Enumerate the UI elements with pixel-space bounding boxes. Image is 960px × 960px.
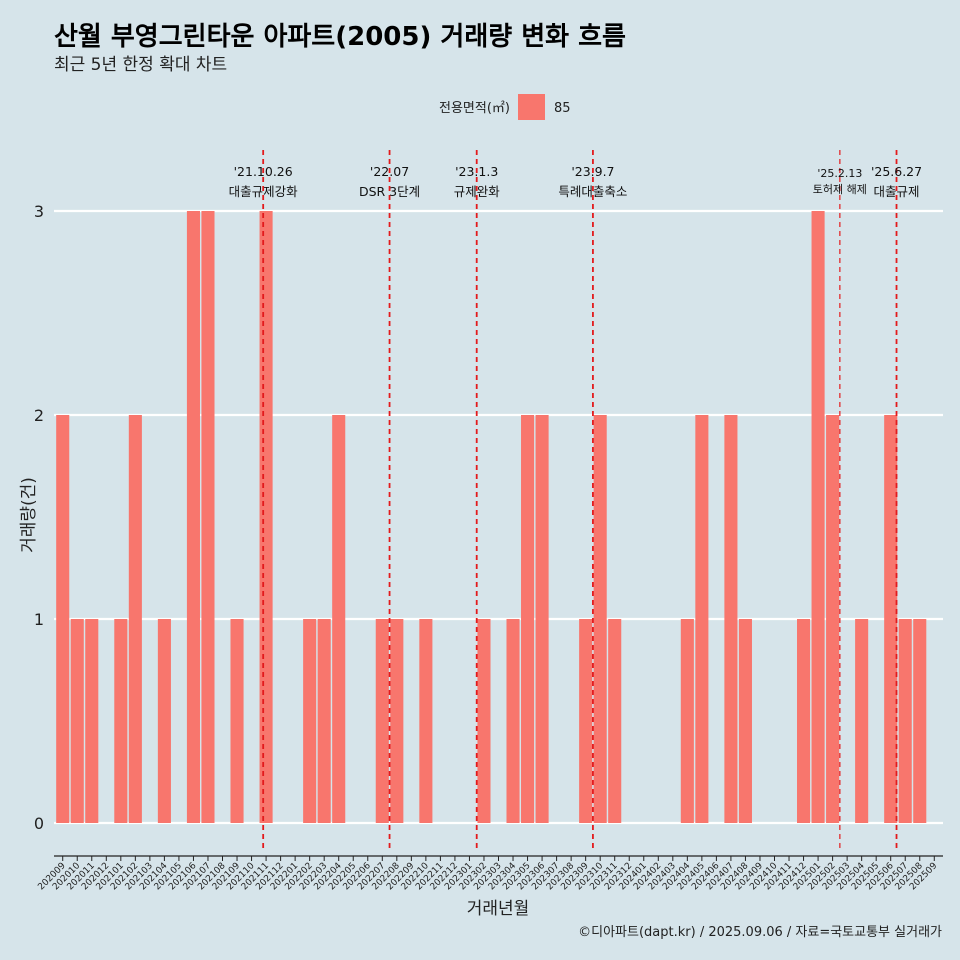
- bar: [317, 619, 331, 823]
- bar: [70, 619, 84, 823]
- event-label: 규제완화: [454, 184, 501, 199]
- bar: [506, 619, 520, 823]
- y-tick-label: 3: [34, 202, 44, 221]
- bar: [332, 415, 346, 823]
- event-label: DSR 3단계: [359, 184, 420, 199]
- bar: [477, 619, 491, 823]
- bar: [535, 415, 549, 823]
- event-date: '22.07: [370, 164, 409, 179]
- bar: [157, 619, 171, 823]
- bar: [913, 619, 927, 823]
- bar: [593, 415, 607, 823]
- legend: 전용면적(㎡) 85: [439, 94, 571, 120]
- y-tick-label: 1: [34, 610, 44, 629]
- bar: [375, 619, 389, 823]
- event-date: '23.9.7: [571, 164, 614, 179]
- y-axis-ticks: 0 1 2 3: [34, 202, 44, 833]
- bar: [884, 415, 898, 823]
- legend-swatch: [518, 94, 545, 120]
- bar: [201, 211, 215, 823]
- chart-subtitle: 최근 5년 한정 확대 차트: [54, 55, 227, 75]
- bar: [579, 619, 593, 823]
- bar: [797, 619, 811, 823]
- x-axis: 2020092020102020112020122021012021022021…: [36, 855, 943, 892]
- bars: [56, 211, 927, 823]
- bar: [85, 619, 99, 823]
- bar: [855, 619, 869, 823]
- source-caption: ©디아파트(dapt.kr) / 2025.09.06 / 자료=국토교통부 실…: [578, 925, 942, 940]
- bar: [186, 211, 200, 823]
- bar: [724, 415, 738, 823]
- bar: [128, 415, 142, 823]
- bar: [56, 415, 70, 823]
- x-axis-title: 거래년월: [467, 899, 530, 919]
- bar: [738, 619, 752, 823]
- bar: [608, 619, 622, 823]
- y-axis-title: 거래량(건): [19, 477, 39, 553]
- bar: [695, 415, 709, 823]
- bar: [303, 619, 317, 823]
- y-tick-label: 2: [34, 406, 44, 425]
- bar: [811, 211, 825, 823]
- chart-title: 산월 부영그린타운 아파트(2005) 거래량 변화 흐름: [54, 22, 626, 52]
- bar: [114, 619, 128, 823]
- event-date: '23.1.3: [455, 164, 498, 179]
- bar: [680, 619, 694, 823]
- bar: [521, 415, 535, 823]
- event-label: 토허제 해제: [813, 182, 867, 196]
- bar: [259, 211, 273, 823]
- event-label: 대출규제강화: [229, 184, 299, 199]
- event-date: '25.6.27: [871, 164, 922, 179]
- bar: [826, 415, 840, 823]
- bar: [230, 619, 244, 823]
- bar: [419, 619, 433, 823]
- event-label: 대출규제: [874, 184, 920, 199]
- bar: [390, 619, 404, 823]
- legend-item-label: 85: [554, 101, 571, 116]
- event-date: '21.10.26: [234, 164, 293, 179]
- y-tick-label: 0: [34, 814, 44, 833]
- event-lines: '21.10.26 대출규제강화 '22.07 DSR 3단계 '23.1.3 규제완화 '…: [229, 150, 922, 852]
- legend-title: 전용면적(㎡): [439, 101, 510, 116]
- bar: [898, 619, 912, 823]
- event-date: '25.2.13: [817, 167, 862, 180]
- event-label: 특례대출축소: [558, 184, 627, 199]
